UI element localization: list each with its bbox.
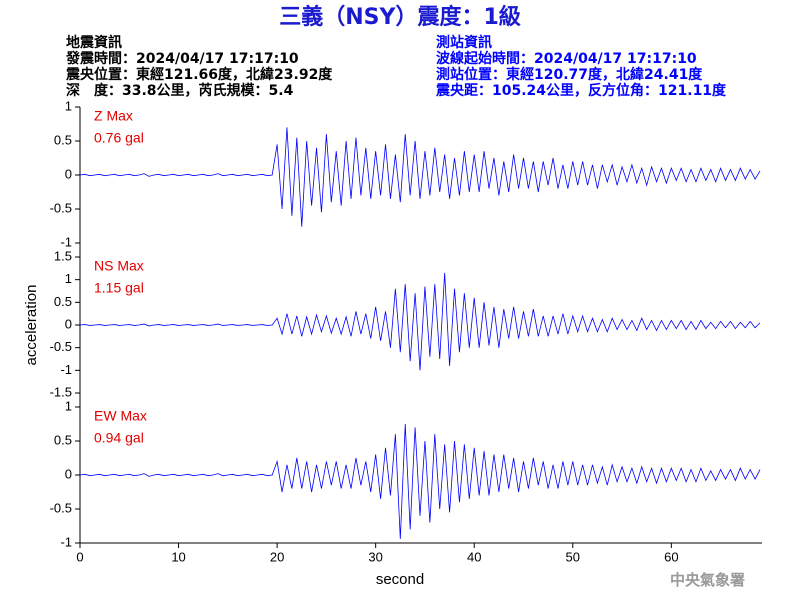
event-info-heading: 地震資訊 [66, 34, 122, 51]
depth-magnitude: 深 度：33.8公里，芮氏規模：5.4 [66, 82, 294, 99]
y-tick-label: -0.5 [50, 200, 72, 215]
station-location: 測站位置：東經120.77度，北緯24.41度 [436, 66, 703, 83]
y-tick-label: -1 [60, 534, 72, 549]
x-tick-label: 10 [171, 549, 185, 564]
event-time: 發震時間：2024/04/17 17:17:10 [65, 50, 299, 67]
y-tick-label: -1 [60, 362, 72, 377]
y-tick-label: -0.5 [50, 339, 72, 354]
station-info-heading: 測站資訊 [436, 34, 492, 51]
waveform [79, 127, 761, 227]
max-annotation: NS Max [94, 258, 144, 274]
x-tick-label: 50 [566, 549, 580, 564]
max-annotation: 0.76 gal [94, 130, 144, 146]
y-axis-label: acceleration [23, 285, 40, 366]
y-tick-label: 0.5 [54, 294, 72, 309]
x-tick-label: 60 [664, 549, 678, 564]
waveform [79, 423, 761, 539]
y-tick-label: 0 [65, 316, 72, 331]
y-tick-label: 1 [65, 398, 72, 413]
x-tick-label: 30 [368, 549, 382, 564]
max-annotation: EW Max [94, 408, 147, 424]
x-tick-label: 0 [76, 549, 83, 564]
x-axis-label: second [376, 571, 424, 588]
y-tick-label: 1.5 [54, 248, 72, 263]
epicenter: 震央位置：東經121.66度，北緯23.92度 [65, 66, 333, 83]
y-tick-label: 0 [65, 166, 72, 181]
x-tick-label: 40 [467, 549, 481, 564]
agency: 中央氣象署 [670, 571, 745, 589]
x-tick-label: 20 [270, 549, 284, 564]
y-tick-label: 0.5 [54, 132, 72, 147]
page-title: 三義（NSY）震度：1級 [279, 4, 521, 30]
record-time: 波線起始時間：2024/04/17 17:17:10 [436, 50, 697, 67]
y-tick-label: 1 [65, 98, 72, 113]
max-annotation: Z Max [94, 108, 133, 124]
y-tick-label: -0.5 [50, 500, 72, 515]
y-tick-label: -1.5 [50, 384, 72, 399]
y-tick-label: 1 [65, 271, 72, 286]
max-annotation: 1.15 gal [94, 280, 144, 296]
waveform [79, 272, 761, 371]
y-tick-label: 0 [65, 466, 72, 481]
y-tick-label: -1 [60, 234, 72, 249]
max-annotation: 0.94 gal [94, 430, 144, 446]
y-tick-label: 0.5 [54, 432, 72, 447]
distance-azimuth: 震央距：105.24公里，反方位角：121.11度 [435, 82, 727, 99]
